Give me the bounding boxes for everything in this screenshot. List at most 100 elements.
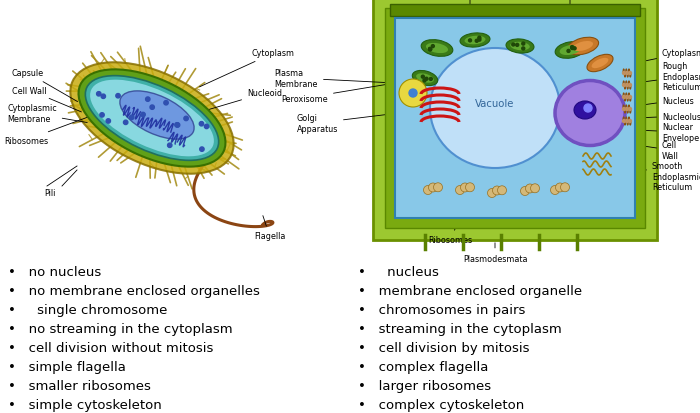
Text: Plasmodesmata: Plasmodesmata — [463, 243, 527, 263]
Text: Smooth
Endoplasmic
Reticulum: Smooth Endoplasmic Reticulum — [598, 161, 700, 192]
Text: •   complex cytoskeleton: • complex cytoskeleton — [358, 398, 524, 411]
Ellipse shape — [555, 81, 625, 146]
Circle shape — [425, 78, 428, 81]
Ellipse shape — [559, 46, 580, 56]
Text: Nucleolus: Nucleolus — [638, 112, 700, 121]
Ellipse shape — [465, 37, 486, 45]
Text: •   no membrane enclosed organelles: • no membrane enclosed organelles — [8, 284, 260, 297]
Text: Vacuole: Vacuole — [475, 99, 514, 109]
Circle shape — [421, 76, 424, 79]
Circle shape — [570, 47, 574, 50]
Ellipse shape — [416, 74, 434, 83]
Text: •   simple cytoskeleton: • simple cytoskeleton — [8, 398, 162, 411]
Text: •   larger ribosomes: • larger ribosomes — [358, 379, 491, 392]
Ellipse shape — [430, 49, 560, 169]
Ellipse shape — [555, 43, 584, 59]
Circle shape — [176, 123, 180, 128]
Text: Nucleoid: Nucleoid — [199, 89, 282, 113]
Circle shape — [622, 108, 626, 111]
Circle shape — [522, 48, 525, 51]
Ellipse shape — [421, 40, 453, 57]
Circle shape — [626, 108, 629, 111]
Circle shape — [423, 80, 426, 83]
Circle shape — [101, 95, 106, 99]
Circle shape — [475, 40, 478, 43]
Circle shape — [409, 90, 417, 98]
Circle shape — [531, 184, 540, 193]
Circle shape — [567, 50, 570, 53]
Text: Golgi
Apparatus: Golgi Apparatus — [297, 109, 438, 133]
Circle shape — [431, 45, 434, 48]
Circle shape — [626, 96, 629, 99]
Circle shape — [626, 120, 629, 123]
Text: Cytoplasm: Cytoplasm — [638, 50, 700, 63]
Ellipse shape — [460, 34, 490, 48]
Text: •   no streaming in the cytoplasm: • no streaming in the cytoplasm — [8, 322, 232, 335]
Ellipse shape — [506, 40, 534, 54]
Circle shape — [626, 72, 629, 75]
Text: •   smaller ribosomes: • smaller ribosomes — [8, 379, 151, 392]
Circle shape — [399, 80, 427, 108]
Circle shape — [478, 39, 481, 42]
Text: •   cell division without mitosis: • cell division without mitosis — [8, 341, 213, 354]
Ellipse shape — [574, 102, 596, 120]
Circle shape — [468, 40, 472, 43]
Circle shape — [487, 189, 496, 198]
Circle shape — [556, 183, 564, 192]
Circle shape — [175, 123, 179, 128]
Circle shape — [141, 113, 146, 117]
Text: •   no nucleus: • no nucleus — [8, 266, 101, 278]
Text: Rough
Endoplasmic
Reticulum: Rough Endoplasmic Reticulum — [638, 62, 700, 92]
Text: •   chromosomes in pairs: • chromosomes in pairs — [358, 303, 526, 316]
Circle shape — [561, 183, 570, 192]
Circle shape — [622, 84, 626, 87]
Ellipse shape — [412, 71, 438, 86]
Ellipse shape — [120, 92, 194, 140]
Circle shape — [429, 78, 433, 81]
FancyBboxPatch shape — [395, 19, 635, 218]
Text: Plasma
Membrane: Plasma Membrane — [274, 69, 392, 88]
Circle shape — [622, 120, 626, 123]
Text: Flagella: Flagella — [254, 216, 286, 241]
Circle shape — [584, 105, 592, 113]
Circle shape — [164, 101, 168, 106]
Text: Nucleus: Nucleus — [638, 96, 694, 107]
Text: Cell
Wall: Cell Wall — [645, 141, 679, 160]
Ellipse shape — [426, 44, 448, 54]
Circle shape — [570, 46, 573, 50]
Ellipse shape — [587, 55, 613, 73]
Text: Pili: Pili — [44, 189, 55, 197]
Circle shape — [106, 119, 111, 124]
Text: •   cell division by mitosis: • cell division by mitosis — [358, 341, 529, 354]
Ellipse shape — [592, 59, 608, 69]
Circle shape — [167, 144, 172, 148]
Circle shape — [428, 48, 431, 51]
Circle shape — [433, 183, 442, 192]
Ellipse shape — [85, 76, 218, 161]
Text: Ribosomes: Ribosomes — [428, 221, 472, 245]
Text: Cytoplasmic
Membrane: Cytoplasmic Membrane — [7, 104, 88, 123]
Circle shape — [428, 183, 438, 192]
Circle shape — [424, 186, 433, 195]
Text: Cell Wall: Cell Wall — [12, 86, 81, 113]
Circle shape — [199, 147, 204, 152]
Text: Ribosomes: Ribosomes — [4, 112, 104, 145]
Circle shape — [146, 98, 150, 102]
Circle shape — [629, 108, 631, 111]
Circle shape — [512, 44, 514, 47]
Ellipse shape — [78, 70, 225, 167]
Circle shape — [493, 187, 501, 195]
Circle shape — [478, 37, 481, 40]
Text: Capsule: Capsule — [12, 69, 78, 102]
Circle shape — [622, 72, 626, 75]
Circle shape — [130, 116, 134, 120]
Circle shape — [573, 47, 576, 51]
Text: •     single chromosome: • single chromosome — [8, 303, 167, 316]
Circle shape — [498, 186, 507, 195]
Text: Nuclear
Envelope: Nuclear Envelope — [638, 123, 699, 142]
FancyBboxPatch shape — [385, 9, 645, 228]
Circle shape — [199, 122, 204, 127]
Circle shape — [516, 44, 519, 47]
Text: Peroxisome: Peroxisome — [281, 81, 410, 103]
Circle shape — [456, 186, 465, 195]
